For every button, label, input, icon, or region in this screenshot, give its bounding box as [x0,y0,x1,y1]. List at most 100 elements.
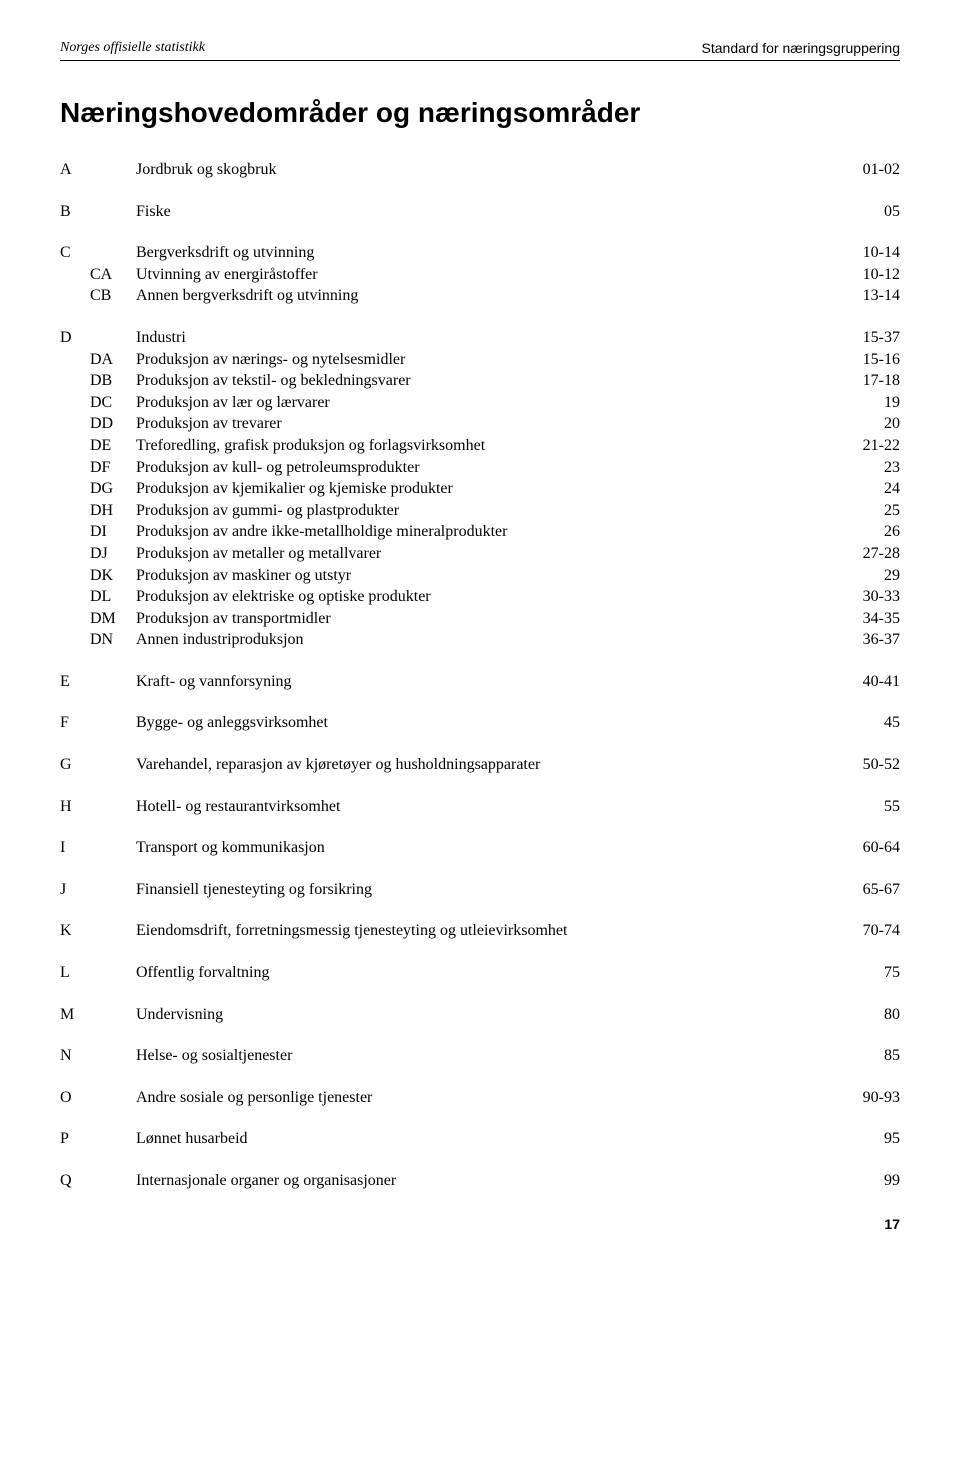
sub-text: Produksjon av kull- og petroleumsprodukt… [136,457,840,479]
group-code: 90-93 [840,1087,900,1109]
group: E Kraft- og vannforsyning40-41 [60,671,900,693]
sub-code: 26 [840,521,900,543]
sub-code-letters: DE [90,435,136,457]
sub-code-letters: DJ [90,543,136,565]
sub-row: DHProduksjon av gummi- og plastprodukter… [60,500,900,522]
sub-text: Treforedling, grafisk produksjon og forl… [136,435,840,457]
sub-code: 36-37 [840,629,900,651]
sub-code-letters: DM [90,608,136,630]
sub-code: 20 [840,413,900,435]
sub-row: DETreforedling, grafisk produksjon og fo… [60,435,900,457]
group-letter: A [60,159,90,181]
sub-row: DDProduksjon av trevarer20 [60,413,900,435]
sub-code: 21-22 [840,435,900,457]
group-text: Industri [136,327,840,349]
group-letter: Q [60,1170,90,1192]
sub-text: Produksjon av elektriske og optiske prod… [136,586,840,608]
group-head-row: PLønnet husarbeid95 [60,1128,900,1150]
sub-text: Produksjon av metaller og metallvarer [136,543,840,565]
group-letter: N [60,1045,90,1067]
group-code: 70-74 [840,920,900,942]
group-code: 65-67 [840,879,900,901]
sub-text: Produksjon av kjemikalier og kjemiske pr… [136,478,840,500]
sub-row: DCProduksjon av lær og lærvarer19 [60,392,900,414]
running-header: Norges offisielle statistikk Standard fo… [60,40,900,56]
header-rule [60,60,900,61]
sub-row: DLProduksjon av elektriske og optiske pr… [60,586,900,608]
sub-code-letters: DH [90,500,136,522]
group-code: 40-41 [840,671,900,693]
sub-text: Utvinning av energiråstoffer [136,264,840,286]
group-letter: J [60,879,90,901]
group-letter: L [60,962,90,984]
sub-text: Produksjon av nærings- og nytelsesmidler [136,349,840,371]
classification-listing: AJordbruk og skogbruk01-02BFiske05CBergv… [60,159,900,1192]
group: A Jordbruk og skogbruk01-02 [60,159,900,181]
sub-code: 19 [840,392,900,414]
group-head-row: M Undervisning80 [60,1004,900,1026]
group-head-row: KEiendomsdrift, forretningsmessig tjenes… [60,920,900,942]
sub-row: DBProduksjon av tekstil- og bekledningsv… [60,370,900,392]
group-text: Transport og kommunikasjon [136,837,840,859]
group: Q Internasjonale organer og organisasjone… [60,1170,900,1192]
group-head-row: GVarehandel, reparasjon av kjøretøyer og… [60,754,900,776]
sub-code-letters: DG [90,478,136,500]
group-head-row: HHotell- og restaurantvirksomhet55 [60,796,900,818]
group: GVarehandel, reparasjon av kjøretøyer og… [60,754,900,776]
group-code: 15-37 [840,327,900,349]
sub-code: 15-16 [840,349,900,371]
sub-text: Annen industriproduksjon [136,629,840,651]
group-text: Internasjonale organer og organisasjoner [136,1170,840,1192]
group-head-row: Q Internasjonale organer og organisasjone… [60,1170,900,1192]
sub-text: Produksjon av gummi- og plastprodukter [136,500,840,522]
group-letter: D [60,327,90,349]
group: HHotell- og restaurantvirksomhet55 [60,796,900,818]
group: DIndustri15-37DAProduksjon av nærings- o… [60,327,900,651]
group: KEiendomsdrift, forretningsmessig tjenes… [60,920,900,942]
group-letter: P [60,1128,90,1150]
group-code: 01-02 [840,159,900,181]
group-text: Undervisning [136,1004,840,1026]
group-text: Jordbruk og skogbruk [136,159,840,181]
sub-text: Produksjon av maskiner og utstyr [136,565,840,587]
group-code: 10-14 [840,242,900,264]
sub-text: Produksjon av lær og lærvarer [136,392,840,414]
group-text: Kraft- og vannforsyning [136,671,840,693]
sub-row: CBAnnen bergverksdrift og utvinning13-14 [60,285,900,307]
group-text: Eiendomsdrift, forretningsmessig tjenest… [136,920,840,942]
group-text: Bygge- og anleggsvirksomhet [136,712,840,734]
sub-code-letters: DN [90,629,136,651]
header-right: Standard for næringsgruppering [702,40,900,56]
group-code: 55 [840,796,900,818]
sub-row: DNAnnen industriproduksjon36-37 [60,629,900,651]
sub-code: 29 [840,565,900,587]
group-code: 85 [840,1045,900,1067]
group-head-row: A Jordbruk og skogbruk01-02 [60,159,900,181]
group: JFinansiell tjenesteyting og forsikring6… [60,879,900,901]
group-code: 95 [840,1128,900,1150]
group-text: Hotell- og restaurantvirksomhet [136,796,840,818]
group: ITransport og kommunikasjon60-64 [60,837,900,859]
sub-code-letters: DD [90,413,136,435]
sub-row: CAUtvinning av energiråstoffer10-12 [60,264,900,286]
group-text: Andre sosiale og personlige tjenester [136,1087,840,1109]
group-head-row: ITransport og kommunikasjon60-64 [60,837,900,859]
group-code: 45 [840,712,900,734]
group: OAndre sosiale og personlige tjenester90… [60,1087,900,1109]
group: M Undervisning80 [60,1004,900,1026]
group-letter: M [60,1004,90,1026]
sub-code: 10-12 [840,264,900,286]
group-letter: B [60,201,90,223]
group: PLønnet husarbeid95 [60,1128,900,1150]
group-letter: C [60,242,90,264]
group-letter: E [60,671,90,693]
sub-code-letters: DL [90,586,136,608]
group-head-row: OAndre sosiale og personlige tjenester90… [60,1087,900,1109]
group-head-row: LOffentlig forvaltning75 [60,962,900,984]
group-code: 80 [840,1004,900,1026]
group-code: 75 [840,962,900,984]
group-text: Bergverksdrift og utvinning [136,242,840,264]
sub-code: 24 [840,478,900,500]
sub-text: Annen bergverksdrift og utvinning [136,285,840,307]
sub-row: DMProduksjon av transportmidler34-35 [60,608,900,630]
